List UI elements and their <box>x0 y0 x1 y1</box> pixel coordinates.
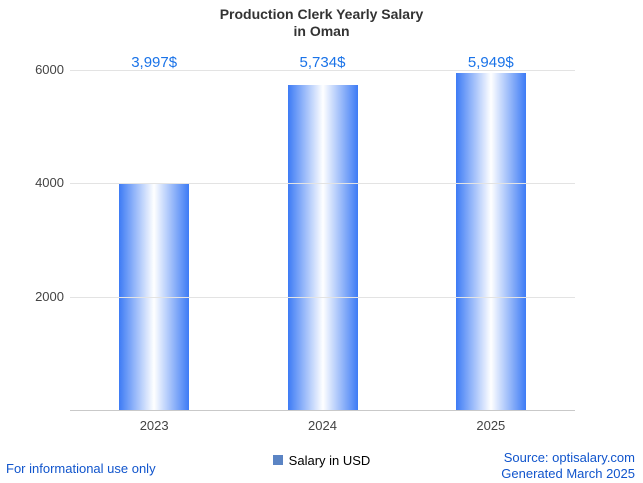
generated-date: Generated March 2025 <box>501 466 635 481</box>
gridline-6000 <box>70 70 575 71</box>
source-link[interactable]: Source: optisalary.com <box>503 450 635 465</box>
disclaimer-text: For informational use only <box>6 461 156 476</box>
y-tick-2000: 2000 <box>35 288 64 304</box>
source-block: Source: optisalary.com Generated March 2… <box>501 450 635 482</box>
x-tick-2023: 2023 <box>139 418 169 433</box>
chart-title: Production Clerk Yearly Salary in Oman <box>0 6 643 40</box>
gridline-4000 <box>70 183 575 185</box>
bar-2025[interactable] <box>455 72 526 410</box>
legend: Salary in USD <box>0 451 643 469</box>
x-tick-2024: 2024 <box>308 418 337 433</box>
gridline-2000 <box>70 296 575 298</box>
y-tick-4000: 4000 <box>35 175 64 191</box>
value-label-2023: 3,997$ <box>131 54 178 71</box>
x-tick-2025: 2025 <box>476 418 506 433</box>
value-label-2025: 5,949$ <box>467 54 514 71</box>
chart-title-line2: in Oman <box>293 23 350 39</box>
x-axis-line <box>70 410 575 411</box>
bar-2024[interactable] <box>287 85 358 410</box>
legend-swatch <box>272 455 283 465</box>
legend-label: Salary in USD <box>288 452 371 468</box>
chart-title-line1: Production Clerk Yearly Salary <box>219 6 424 22</box>
value-label-2024: 5,734$ <box>299 54 346 71</box>
y-tick-6000: 6000 <box>35 62 64 77</box>
